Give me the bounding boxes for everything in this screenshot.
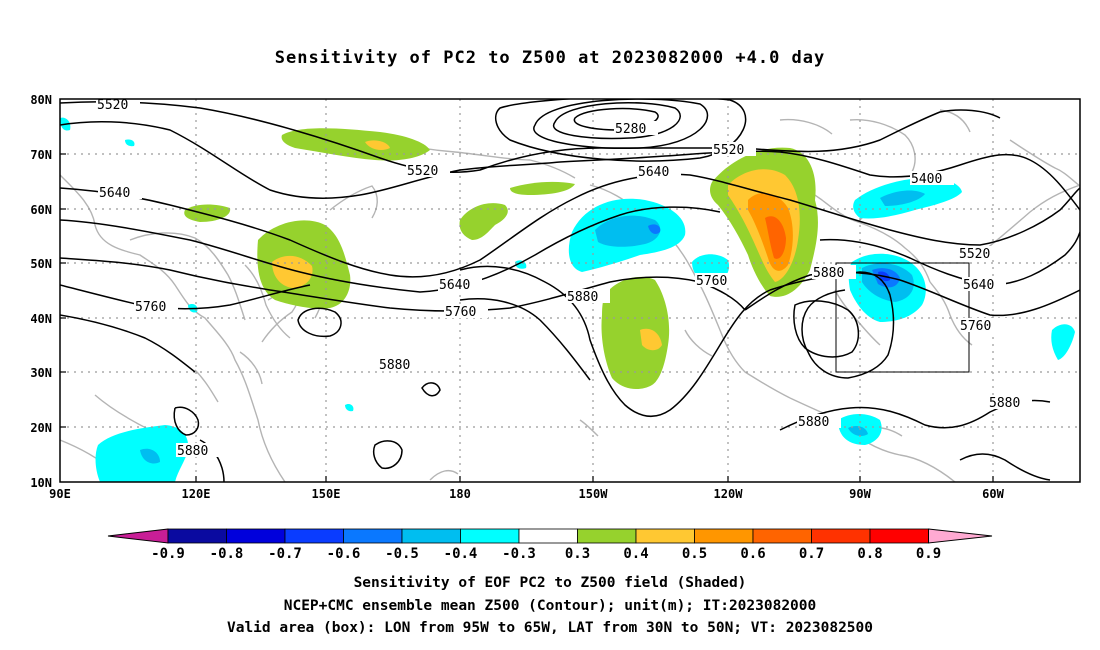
longitude-labels: 90E 120E 150E 180 150W 120W 90W 60W xyxy=(49,487,1004,501)
colorbar-swatch xyxy=(694,528,754,544)
colorbar-swatch xyxy=(226,528,286,544)
contour-label: 5280 xyxy=(615,122,646,137)
colorbar-swatch xyxy=(401,528,461,544)
lon-tick-label: 150E xyxy=(312,487,341,501)
contour-label: 5880 xyxy=(379,358,410,373)
colorbar xyxy=(107,528,993,544)
sensitivity-shading xyxy=(60,117,1075,482)
colorbar-tick-label: -0.8 xyxy=(210,546,244,562)
colorbar-tick-label: -0.5 xyxy=(385,546,419,562)
colorbar-tick-label: 0.6 xyxy=(740,546,765,562)
contour-label: 5760 xyxy=(135,300,166,315)
colorbar-tick-label: -0.3 xyxy=(502,546,536,562)
lat-tick-label: 40N xyxy=(30,312,52,326)
contour-label: 5880 xyxy=(567,290,598,305)
lat-tick-label: 10N xyxy=(30,476,52,490)
contour-label: 5640 xyxy=(963,278,994,293)
lat-tick-label: 70N xyxy=(30,148,52,162)
colorbar-tick-label: 0.3 xyxy=(565,546,590,562)
lon-tick-label: 90E xyxy=(49,487,71,501)
contour-label: 5520 xyxy=(407,164,438,179)
colorbar-swatch xyxy=(518,528,578,544)
contour-label: 5880 xyxy=(813,266,844,281)
colorbar-tick-label: -0.4 xyxy=(444,546,478,562)
caption-line-1: Sensitivity of EOF PC2 to Z500 field (Sh… xyxy=(353,575,747,591)
colorbar-swatch xyxy=(460,528,520,544)
colorbar-tick-label: -0.9 xyxy=(151,546,185,562)
lon-tick-label: 90W xyxy=(849,487,871,501)
colorbar-swatch xyxy=(167,528,227,544)
lat-tick-label: 20N xyxy=(30,421,52,435)
caption-line-3: Valid area (box): LON from 95W to 65W, L… xyxy=(226,620,873,636)
colorbar-swatch xyxy=(869,528,929,544)
lat-tick-label: 60N xyxy=(30,203,52,217)
colorbar-tick-label: 0.9 xyxy=(916,546,941,562)
contour-label: 5400 xyxy=(911,172,942,187)
map-frame xyxy=(59,98,1081,483)
contour-label: 5760 xyxy=(445,305,476,320)
graticule xyxy=(60,99,1080,482)
latitude-labels: 80N 70N 60N 50N 40N 30N 20N 10N xyxy=(30,93,52,490)
colorbar-swatch xyxy=(577,528,637,544)
captions: Sensitivity of EOF PC2 to Z500 field (Sh… xyxy=(0,572,1100,640)
lon-tick-label: 120W xyxy=(714,487,744,501)
colorbar-tick-label: 0.4 xyxy=(623,546,648,562)
colorbar-tick-label: -0.7 xyxy=(268,546,302,562)
colorbar-low-end xyxy=(107,528,169,544)
axis-ticks xyxy=(60,153,994,482)
caption-line-2: NCEP+CMC ensemble mean Z500 (Contour); u… xyxy=(283,597,817,614)
contour-label: 5640 xyxy=(638,165,669,180)
lon-tick-label: 150W xyxy=(579,487,609,501)
colorbar-swatch xyxy=(284,528,344,544)
colorbar-labels: -0.9 -0.8 -0.7 -0.6 -0.5 -0.4 -0.3 0.3 0.4 0.5 0.6… xyxy=(151,546,941,562)
lon-tick-label: 60W xyxy=(982,487,1004,501)
lon-tick-label: 180 xyxy=(449,487,471,501)
contour-label: 5520 xyxy=(959,247,990,262)
contour-label: 5520 xyxy=(713,143,744,158)
colorbar-tick-label: -0.6 xyxy=(327,546,361,562)
colorbar-swatch xyxy=(343,528,403,544)
lat-tick-label: 50N xyxy=(30,257,52,271)
valid-area-box xyxy=(835,262,970,373)
contour-label: 5640 xyxy=(439,278,470,293)
colorbar-swatch xyxy=(635,528,695,544)
colorbar-swatch xyxy=(811,528,871,544)
contour-labels: 5520 5280 5520 5520 5640 5640 5400 5640 … xyxy=(96,97,1032,459)
contour-label: 5640 xyxy=(99,186,130,201)
colorbar-swatch xyxy=(752,528,812,544)
contour-label: 5880 xyxy=(989,396,1020,411)
colorbar-tick-label: 0.7 xyxy=(799,546,824,562)
contour-label: 5880 xyxy=(798,415,829,430)
lat-tick-label: 80N xyxy=(30,93,52,107)
contour-label: 5520 xyxy=(97,98,128,113)
colorbar-tick-label: 0.5 xyxy=(682,546,707,562)
contour-label: 5760 xyxy=(696,274,727,289)
chart-title: Sensitivity of PC2 to Z500 at 2023082000… xyxy=(274,48,826,68)
colorbar-high-end xyxy=(928,528,993,544)
lat-tick-label: 30N xyxy=(30,366,52,380)
contour-label: 5880 xyxy=(177,444,208,459)
contour-label: 5760 xyxy=(960,319,991,334)
lon-tick-label: 120E xyxy=(182,487,211,501)
colorbar-tick-label: 0.8 xyxy=(857,546,882,562)
